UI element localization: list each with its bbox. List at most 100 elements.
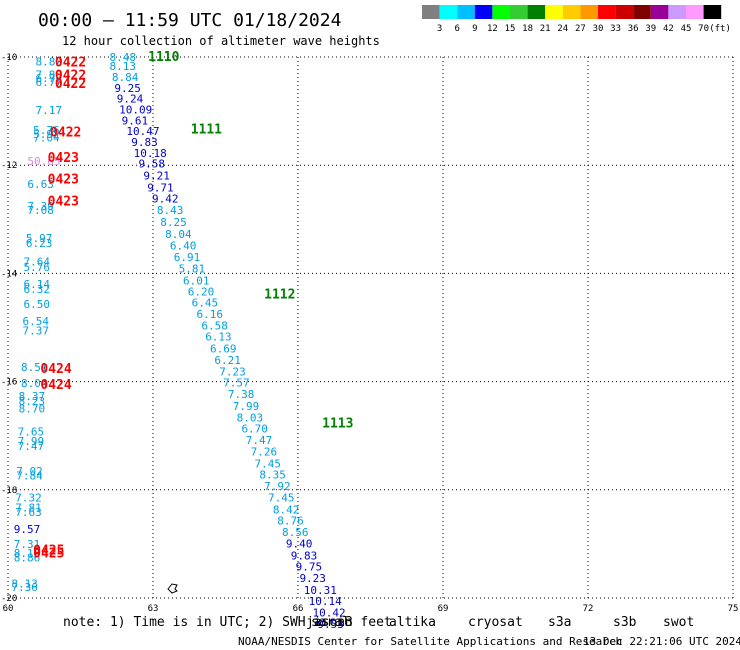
scale-label: 30 — [593, 24, 604, 34]
scale-label: 45 — [681, 24, 692, 34]
legend-entry-s3b: s3b — [613, 615, 637, 630]
scale-swatch — [510, 5, 528, 19]
x-tick-label: 60 — [3, 604, 14, 614]
wave-height-value: 7.32 — [15, 491, 42, 504]
wave-height-value: 10.09 — [119, 103, 152, 116]
wave-height-value: 8.48 — [110, 51, 137, 64]
color-scale: 3 6 9 12 15 18 21 24 27 30 33 36 39 42 45 70 (ft) — [422, 5, 731, 34]
legend-entry-saral: saral — [311, 615, 350, 630]
scale-unit: (ft) — [709, 24, 731, 34]
x-tick-label: 63 — [148, 604, 159, 614]
y-tick-label: -12 — [1, 161, 17, 171]
wave-height-value: 5.76 — [23, 261, 50, 274]
scale-label: 3 — [437, 24, 442, 34]
track-pass-label: 0424 — [40, 378, 71, 393]
wave-height-value: 7.37 — [23, 325, 50, 338]
x-axis-ticks: 60 63 66 69 72 75 — [3, 604, 739, 614]
credit-right: 13 Dec 22:21:06 UTC 2024 — [583, 635, 740, 648]
scale-swatch — [527, 5, 546, 19]
wave-height-value: 7.39 — [27, 200, 54, 213]
wave-height-value: 5.92 — [33, 128, 60, 141]
scale-label: 39 — [645, 24, 656, 34]
wave-height-value: 9.42 — [152, 193, 179, 206]
wave-height-value: 10.47 — [126, 125, 159, 138]
wave-height-value: 10.31 — [304, 584, 337, 597]
wave-height-value: 8.04 — [165, 228, 192, 241]
wave-height-value: 9.23 — [299, 572, 326, 585]
credit-left: NOAA/NESDIS Center for Satellite Applica… — [238, 635, 622, 648]
track-pass-label: 1113 — [322, 417, 353, 432]
wave-height-value: 7.57 — [223, 377, 250, 390]
scale-swatch — [580, 5, 598, 19]
wave-height-value: 6.91 — [174, 251, 201, 264]
wave-height-value: 9.57 — [14, 523, 41, 536]
scale-label: 18 — [522, 24, 533, 34]
legend-entry-s3a: s3a — [548, 615, 571, 630]
wave-height-value: 7.02 — [16, 465, 43, 478]
scale-swatch — [492, 5, 510, 19]
wave-height-value: 8.84 — [112, 71, 139, 84]
wave-height-value: 6.20 — [188, 285, 215, 298]
scale-label: 70 — [698, 24, 709, 34]
legend-entry-cryosat: cryosat — [468, 615, 523, 630]
track-pass-label: 0422 — [55, 77, 86, 92]
scale-swatch — [633, 5, 651, 19]
data-points: 8.488.138.849.259.2410.099.6110.479.8310… — [11, 51, 345, 631]
wave-height-value: 6.01 — [183, 274, 210, 287]
wave-height-value: 6.63 — [27, 178, 54, 191]
wave-height-value: 5.76 — [33, 124, 60, 137]
x-tick-label: 69 — [438, 604, 449, 614]
track-pass-label: 0423 — [48, 194, 79, 209]
land-mark — [167, 583, 178, 594]
wave-height-value: 7.17 — [36, 104, 63, 117]
y-axis-ticks: -10 -12 -14 -16 -18 -20 — [1, 53, 17, 604]
wave-height-value: 7.81 — [15, 502, 42, 515]
wave-height-value: 8.03 — [237, 411, 264, 424]
y-tick-label: -18 — [1, 486, 17, 496]
wave-height-value: 8.51 — [21, 361, 48, 374]
wave-height-value: 8.86 — [14, 551, 41, 564]
wave-height-value: 6.50 — [23, 298, 50, 311]
scale-swatch — [703, 5, 722, 19]
wave-height-value: 6.14 — [23, 278, 50, 291]
wave-height-value: 8.35 — [259, 469, 286, 482]
track-pass-label: 0424 — [40, 362, 71, 377]
wave-height-value: 7.38 — [228, 388, 255, 401]
chart-subtitle: 12 hour collection of altimeter wave hei… — [62, 34, 380, 48]
wave-height-value: 9.71 — [147, 181, 174, 194]
wave-height-value: 6.58 — [201, 319, 228, 332]
wave-height-value: 8.04 — [21, 377, 48, 390]
y-tick-label: -14 — [1, 269, 17, 279]
x-tick-label: 66 — [293, 604, 304, 614]
track-labels: 1110111111121113042204220422042204230423… — [33, 50, 353, 562]
wave-height-value: 9.75 — [296, 561, 323, 574]
legend-entry-altika: altika — [389, 615, 436, 630]
track-pass-label: 1111 — [191, 122, 222, 137]
chart-title: 00:00 – 11:59 UTC 01/18/2024 — [38, 10, 341, 31]
legend-entry-swot: swot — [663, 615, 694, 630]
track-pass-label: 0422 — [55, 68, 86, 83]
wave-height-value: 6.23 — [26, 237, 52, 250]
wave-height-value: 9.83 — [291, 549, 318, 562]
wave-height-value: 8.70 — [19, 403, 45, 416]
track-pass-label: 0422 — [50, 126, 81, 141]
track-pass-label: 0422 — [55, 55, 86, 70]
wave-height-value: 7.99 — [18, 435, 44, 448]
scale-swatch — [545, 5, 563, 19]
scale-swatch — [650, 5, 669, 19]
wave-height-value: 8.13 — [110, 60, 137, 73]
wave-height-value: 7.84 — [16, 470, 43, 483]
wave-height-value: 8.82 — [36, 55, 63, 68]
wave-height-value: 9.24 — [117, 93, 144, 106]
wave-height-value: 6.54 — [23, 315, 50, 328]
plot-grid — [7, 56, 734, 599]
wave-height-value: 8.13 — [11, 577, 37, 590]
scale-label: 33 — [610, 24, 621, 34]
track-pass-label: 0425 — [33, 547, 64, 562]
scale-label: 36 — [628, 24, 639, 34]
wave-height-value: 8.23 — [19, 395, 45, 408]
scale-swatch — [422, 5, 440, 19]
wave-height-value: 6.77 — [36, 76, 63, 89]
wave-height-value: 50.65 — [27, 155, 60, 168]
